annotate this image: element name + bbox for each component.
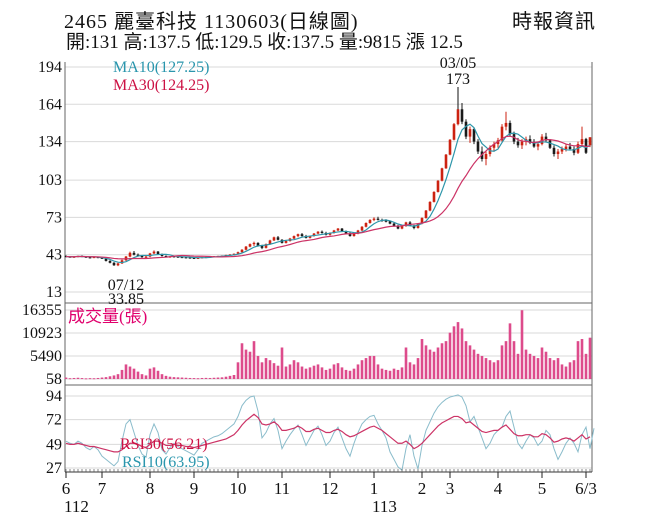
svg-text:94: 94 xyxy=(46,388,62,405)
ma30-line xyxy=(65,135,591,260)
svg-text:113: 113 xyxy=(372,497,397,516)
svg-text:5: 5 xyxy=(538,479,547,498)
svg-text:10: 10 xyxy=(230,479,247,498)
svg-text:8: 8 xyxy=(146,479,155,498)
svg-text:103: 103 xyxy=(38,172,62,189)
svg-text:33.85: 33.85 xyxy=(108,291,144,308)
svg-text:58: 58 xyxy=(46,371,62,388)
svg-text:6/3: 6/3 xyxy=(575,479,597,498)
svg-text:16355: 16355 xyxy=(22,302,62,319)
svg-text:1: 1 xyxy=(370,479,379,498)
svg-text:7: 7 xyxy=(98,479,107,498)
rsi10-line xyxy=(65,394,595,472)
volume-pane-label: 成交量(張) xyxy=(68,307,148,326)
rsi30-line xyxy=(65,413,591,453)
svg-text:73: 73 xyxy=(46,209,62,226)
volume-bars xyxy=(64,310,592,380)
gridlines xyxy=(65,66,592,469)
svg-text:12: 12 xyxy=(322,479,339,498)
page-title: 2465 麗臺科技 1130603(日線圖) xyxy=(64,11,359,33)
svg-text:2: 2 xyxy=(418,479,427,498)
svg-text:13: 13 xyxy=(46,284,62,301)
svg-text:3: 3 xyxy=(446,479,455,498)
data-source-label: 時報資訊 xyxy=(512,11,596,33)
chart-frame xyxy=(64,62,593,473)
svg-text:9: 9 xyxy=(190,479,199,498)
svg-text:112: 112 xyxy=(64,497,89,516)
ma10-legend: MA10(127.25) xyxy=(113,59,210,76)
svg-text:4: 4 xyxy=(494,479,503,498)
svg-text:43: 43 xyxy=(46,247,62,264)
svg-text:134: 134 xyxy=(38,134,62,151)
svg-text:07/12: 07/12 xyxy=(108,277,144,294)
svg-text:164: 164 xyxy=(38,96,62,113)
ma30-legend: MA30(124.25) xyxy=(113,77,210,94)
svg-text:10923: 10923 xyxy=(22,325,62,342)
rsi30-legend: RSI30(56.21) xyxy=(120,436,208,453)
svg-text:5490: 5490 xyxy=(30,348,62,365)
svg-text:194: 194 xyxy=(38,59,62,76)
svg-text:72: 72 xyxy=(46,412,62,429)
ma10-line xyxy=(65,123,591,264)
svg-text:49: 49 xyxy=(46,436,62,453)
svg-text:03/05: 03/05 xyxy=(440,55,476,72)
svg-text:6: 6 xyxy=(62,479,71,498)
candles-layer xyxy=(64,93,592,267)
svg-text:11: 11 xyxy=(274,479,290,498)
rsi10-legend: RSI10(63.95) xyxy=(122,454,210,471)
quote-info-line: 開:131 高:137.5 低:129.5 收:137.5 量:9815 漲 1… xyxy=(66,32,463,53)
svg-text:173: 173 xyxy=(446,71,470,88)
svg-text:27: 27 xyxy=(46,460,62,477)
